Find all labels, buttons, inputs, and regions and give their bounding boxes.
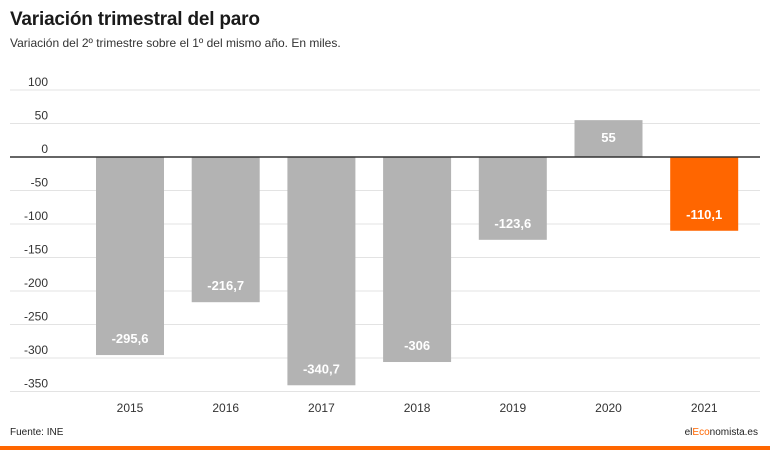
y-tick-label: -100 xyxy=(24,209,48,223)
y-tick-label: 100 xyxy=(28,75,48,89)
bar xyxy=(96,157,164,356)
x-tick-label: 2016 xyxy=(212,401,239,415)
x-tick-label: 2018 xyxy=(404,401,431,415)
bar xyxy=(191,157,260,303)
brand-suffix: nomista.es xyxy=(709,427,758,438)
brand-prefix: el xyxy=(684,427,693,438)
y-tick-label: -200 xyxy=(24,276,48,290)
x-tick-label: 2019 xyxy=(499,401,526,415)
y-tick-label: -50 xyxy=(31,176,49,190)
bar xyxy=(383,157,452,363)
x-tick-label: 2020 xyxy=(595,401,622,415)
bar xyxy=(287,157,356,386)
source-note: Fuente: INE xyxy=(10,427,64,438)
bar xyxy=(478,157,547,240)
y-tick-label: -150 xyxy=(24,243,48,257)
data-label: -340,7 xyxy=(303,361,340,376)
x-tick-label: 2017 xyxy=(308,401,335,415)
bar xyxy=(574,120,643,157)
y-tick-label: 50 xyxy=(35,109,49,123)
chart-subtitle: Variación del 2º trimestre sobre el 1º d… xyxy=(10,36,341,50)
x-tick-label: 2021 xyxy=(691,401,718,415)
data-label: -216,7 xyxy=(207,278,244,293)
brand-accent: Eco xyxy=(692,427,710,438)
data-label: 55 xyxy=(601,130,615,145)
chart-title: Variación trimestral del paro xyxy=(10,9,260,30)
y-tick-label: -300 xyxy=(24,343,48,357)
y-tick-label: -350 xyxy=(24,377,48,391)
bar xyxy=(670,157,739,231)
y-tick-label: 0 xyxy=(41,142,48,156)
bottom-accent-bar xyxy=(0,446,770,450)
y-tick-label: -250 xyxy=(24,310,48,324)
data-label: -123,6 xyxy=(494,216,531,231)
data-label: -295,6 xyxy=(112,331,149,346)
x-tick-label: 2015 xyxy=(117,401,144,415)
data-label: -110,1 xyxy=(686,207,722,222)
data-label: -306 xyxy=(404,338,430,353)
brand-logo: elEconomista.es xyxy=(685,427,758,438)
